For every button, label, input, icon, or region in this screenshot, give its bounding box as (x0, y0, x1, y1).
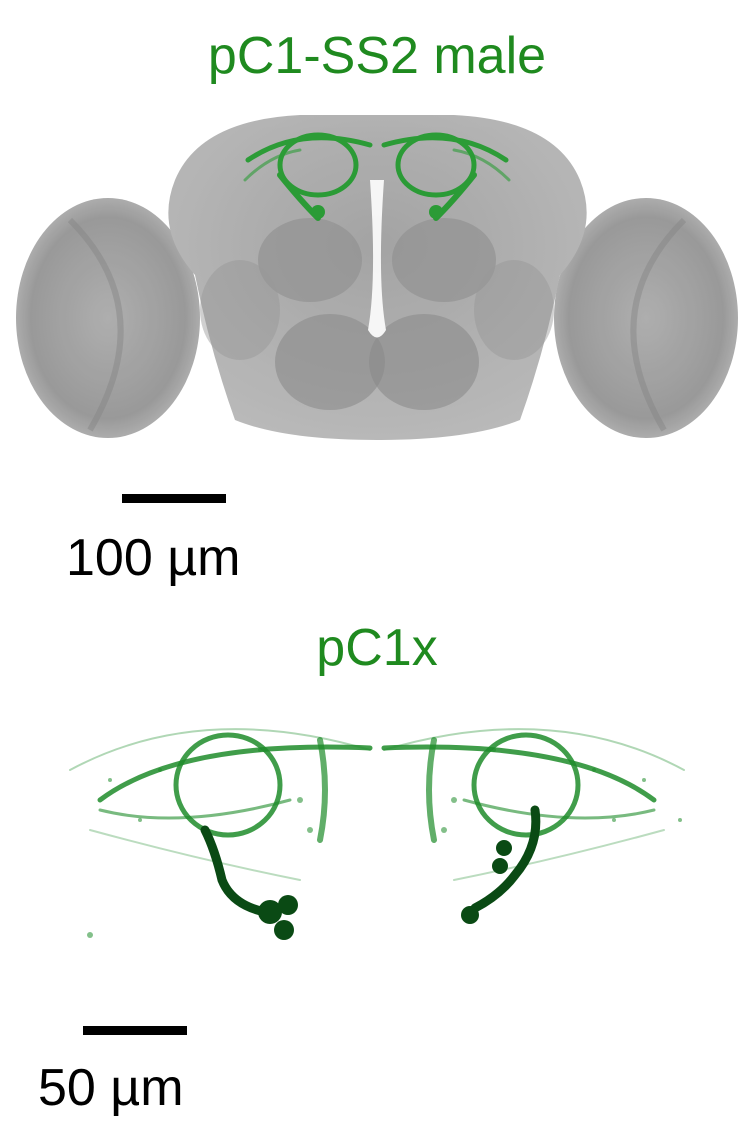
panel-title-pc1x: pC1x (316, 619, 438, 677)
panel-title-pc1-ss2-male: pC1-SS2 male (207, 27, 547, 85)
cell-bodies (258, 840, 512, 940)
scale-label-bottom: 50 µm (38, 1059, 184, 1117)
brain-image-with-pc1-neurons (16, 115, 738, 440)
scale-bar-bottom (83, 1026, 187, 1035)
scale-label-top: 100 µm (66, 529, 241, 587)
pc1-neuron-arbors (243, 132, 511, 221)
scale-bar-top (122, 494, 226, 503)
pc1x-neuron-image (69, 728, 685, 940)
brain-silhouette (16, 115, 738, 440)
